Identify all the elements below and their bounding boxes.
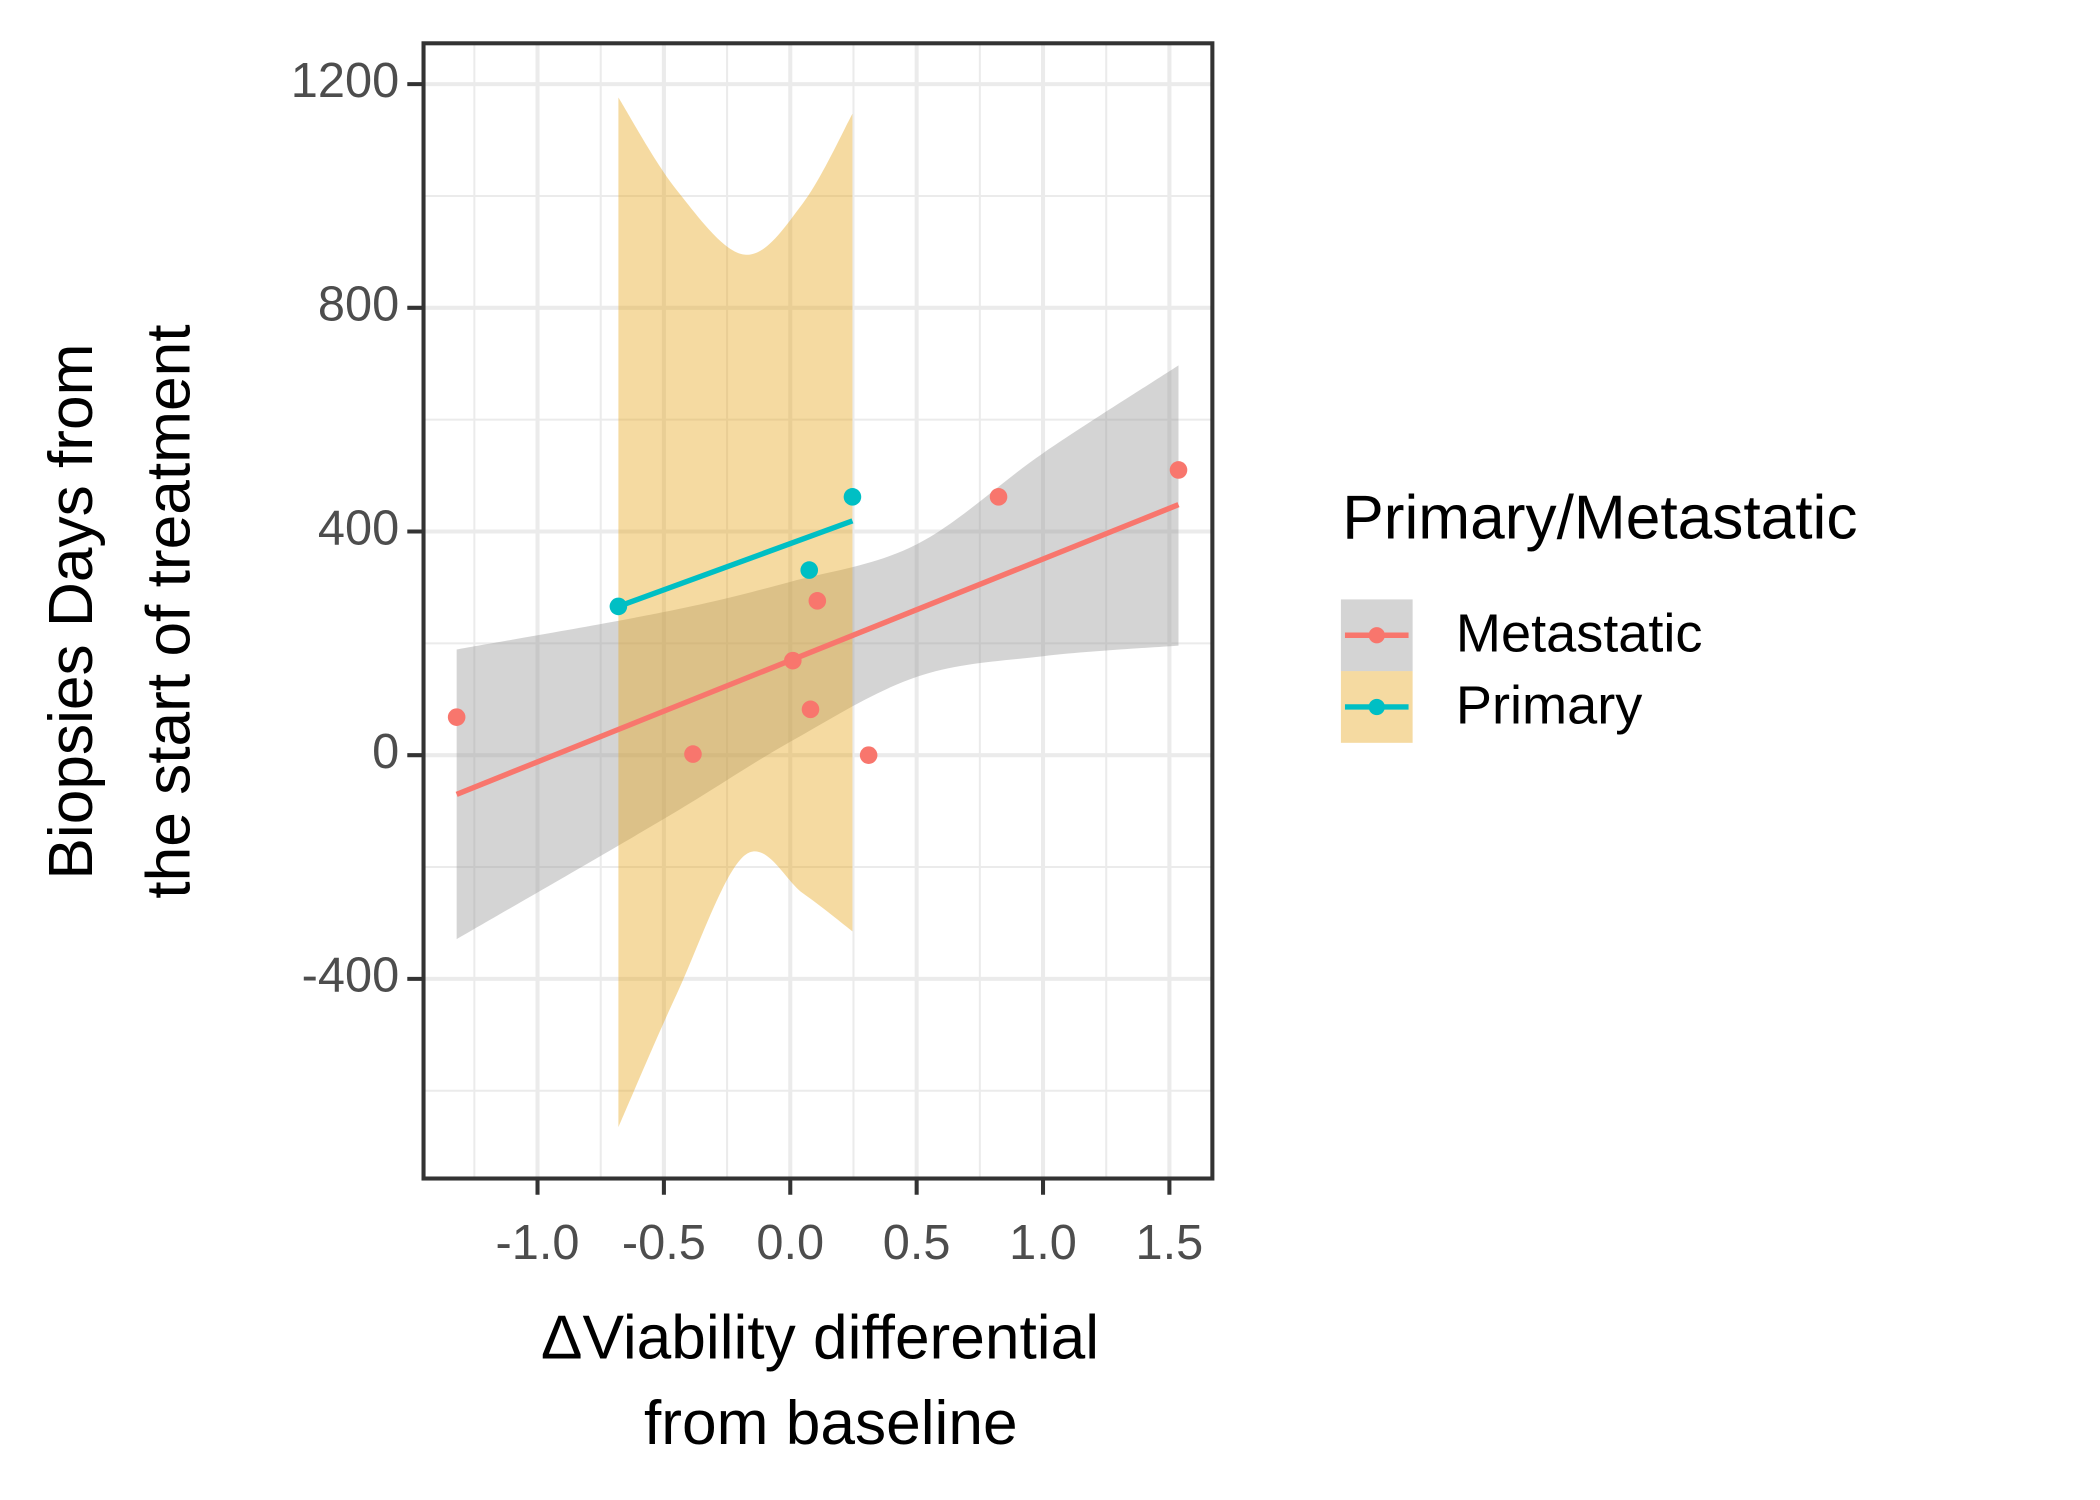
point xyxy=(801,700,820,719)
y-tick-label: 800 xyxy=(318,278,399,332)
y-axis-title: Biopsies Days from xyxy=(37,344,106,880)
y-tick-label: 0 xyxy=(372,725,399,779)
fit-line xyxy=(455,502,1180,797)
y-tick-label: 400 xyxy=(318,501,399,555)
point xyxy=(808,592,827,610)
point xyxy=(609,597,628,616)
legend-point xyxy=(1368,627,1385,644)
point xyxy=(800,561,819,579)
point xyxy=(684,745,702,763)
fit-line xyxy=(617,518,854,609)
point xyxy=(843,488,862,506)
legend-label: Primary xyxy=(1456,675,1642,735)
point xyxy=(859,746,878,764)
x-tick-label: 0.5 xyxy=(883,1216,951,1270)
point xyxy=(989,488,1008,506)
legend-title: Primary/Metastatic xyxy=(1342,484,1857,553)
x-axis-title: ΔViability differential xyxy=(541,1304,1099,1373)
x-tick-label: 1.0 xyxy=(1009,1216,1077,1270)
point xyxy=(447,708,466,726)
legend-label: Metastatic xyxy=(1456,604,1703,664)
point xyxy=(784,651,802,670)
legend-point xyxy=(1368,698,1385,716)
confidence-band xyxy=(618,97,853,1128)
y-axis-title: the start of treatment xyxy=(135,324,204,898)
y-tick-label: -400 xyxy=(302,949,399,1003)
x-tick-label: 0.0 xyxy=(756,1216,824,1270)
point xyxy=(1169,461,1188,479)
x-tick-label: 1.5 xyxy=(1136,1216,1204,1270)
y-tick-label: 1200 xyxy=(291,54,399,108)
x-tick-label: -1.0 xyxy=(496,1216,580,1270)
panel-border xyxy=(421,41,1215,1181)
x-axis-title: from baseline xyxy=(644,1389,1018,1458)
plot-area xyxy=(423,43,1213,1179)
x-tick-label: -0.5 xyxy=(622,1216,706,1270)
